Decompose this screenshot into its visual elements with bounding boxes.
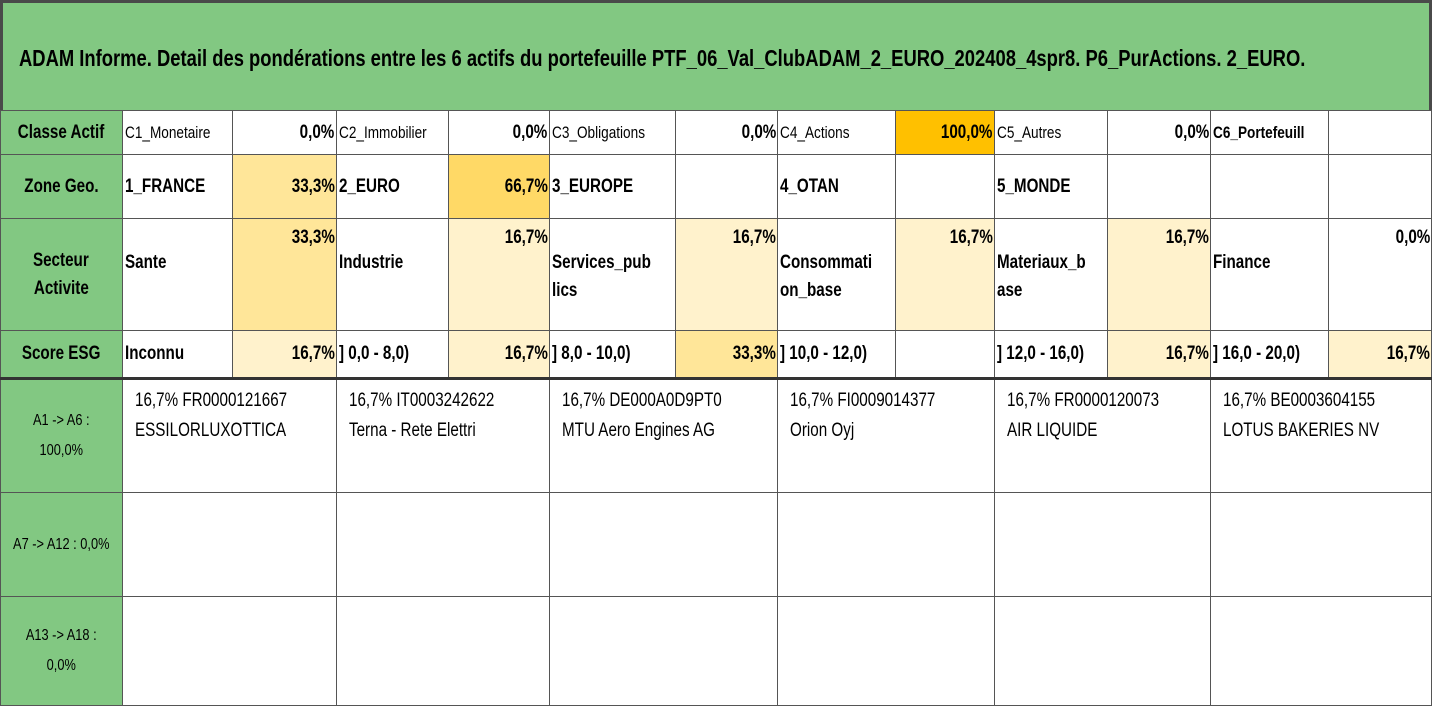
cell-zone-name[interactable]: 5_MONDE bbox=[993, 154, 1109, 219]
label-assets-a7-a12[interactable]: A7 -> A12 : 0,0% bbox=[0, 492, 123, 597]
cell-secteur-name[interactable]: Finance bbox=[1210, 218, 1329, 331]
cell-zone-value[interactable]: 33,3% bbox=[231, 154, 337, 219]
label-assets-a1-a6[interactable]: A1 -> A6 : 100,0% bbox=[0, 378, 123, 493]
cell-secteur-value[interactable]: 0,0% bbox=[1327, 218, 1432, 331]
asset-cell-empty[interactable] bbox=[993, 596, 1212, 706]
asset-cell[interactable]: 16,7% BE0003604155 LOTUS BAKERIES NV bbox=[1210, 378, 1432, 493]
row-secteur-activite: Secteur Activite Sante 33,3% Industrie 1… bbox=[0, 218, 1432, 331]
cell-esg-value[interactable]: 16,7% bbox=[448, 330, 550, 380]
row-classe-actif: Classe Actif C1_Monetaire 0,0% C2_Immobi… bbox=[0, 110, 1432, 155]
label-classe-actif[interactable]: Classe Actif bbox=[0, 110, 123, 155]
asset-cell-empty[interactable] bbox=[335, 492, 550, 597]
cell-secteur-name[interactable]: Industrie bbox=[335, 218, 450, 331]
cell-classe-name[interactable]: C2_Immobilier bbox=[335, 110, 450, 155]
cell-zone-value[interactable] bbox=[895, 154, 995, 219]
cell-secteur-name[interactable]: Services_pub lics bbox=[548, 218, 677, 331]
asset-cell[interactable]: 16,7% FR0000120073 AIR LIQUIDE bbox=[993, 378, 1212, 493]
cell-secteur-value[interactable]: 16,7% bbox=[1107, 218, 1212, 331]
cell-zone-value[interactable]: 66,7% bbox=[448, 154, 550, 219]
cell-secteur-value[interactable]: 16,7% bbox=[895, 218, 995, 331]
cell-secteur-value[interactable]: 33,3% bbox=[231, 218, 337, 331]
cell-classe-value[interactable]: 0,0% bbox=[231, 110, 337, 155]
asset-cell[interactable]: 16,7% FR0000121667 ESSILORLUXOTTICA bbox=[121, 378, 337, 493]
cell-esg-value[interactable]: 16,7% bbox=[231, 330, 337, 380]
cell-secteur-name[interactable]: Consommati on_base bbox=[776, 218, 897, 331]
cell-esg-value[interactable]: 16,7% bbox=[1107, 330, 1212, 380]
cell-esg-name[interactable]: ] 0,0 - 8,0) bbox=[335, 330, 450, 380]
asset-cell[interactable]: 16,7% DE000A0D9PT0 MTU Aero Engines AG bbox=[548, 378, 778, 493]
cell-classe-value[interactable]: 100,0% bbox=[895, 110, 995, 155]
asset-cell-empty[interactable] bbox=[335, 596, 550, 706]
cell-zone-value[interactable] bbox=[1107, 154, 1212, 219]
cell-zone-name[interactable]: 4_OTAN bbox=[776, 154, 897, 219]
cell-zone-name[interactable]: 2_EURO bbox=[335, 154, 450, 219]
cell-esg-name[interactable]: ] 10,0 - 12,0) bbox=[776, 330, 897, 380]
report-title: ADAM Informe. Detail des pondérations en… bbox=[19, 45, 1306, 71]
cell-classe-name[interactable]: C4_Actions bbox=[776, 110, 897, 155]
row-assets-a1-a6: A1 -> A6 : 100,0% 16,7% FR0000121667 ESS… bbox=[0, 378, 1432, 493]
cell-esg-value[interactable] bbox=[895, 330, 995, 380]
cell-secteur-name[interactable]: Materiaux_b ase bbox=[993, 218, 1109, 331]
label-assets-a13-a18[interactable]: A13 -> A18 : 0,0% bbox=[0, 596, 123, 706]
asset-cell-empty[interactable] bbox=[548, 596, 778, 706]
asset-cell-empty[interactable] bbox=[121, 596, 337, 706]
asset-cell-empty[interactable] bbox=[776, 596, 995, 706]
label-score-esg[interactable]: Score ESG bbox=[0, 330, 123, 380]
cell-zone-name[interactable]: 1_FRANCE bbox=[121, 154, 233, 219]
row-zone-geo: Zone Geo. 1_FRANCE 33,3% 2_EURO 66,7% 3_… bbox=[0, 154, 1432, 219]
cell-classe-name[interactable]: C5_Autres bbox=[993, 110, 1109, 155]
row-assets-a13-a18: A13 -> A18 : 0,0% bbox=[0, 596, 1432, 706]
cell-esg-value[interactable]: 33,3% bbox=[675, 330, 778, 380]
cell-esg-value[interactable]: 16,7% bbox=[1327, 330, 1432, 380]
asset-cell-empty[interactable] bbox=[548, 492, 778, 597]
cell-secteur-name[interactable]: Sante bbox=[121, 218, 233, 331]
cell-zone-name[interactable]: 3_EUROPE bbox=[548, 154, 677, 219]
cell-zone-value[interactable] bbox=[1327, 154, 1432, 219]
cell-classe-value[interactable]: 0,0% bbox=[448, 110, 550, 155]
cell-zone-name[interactable] bbox=[1210, 154, 1329, 219]
asset-cell-empty[interactable] bbox=[1210, 492, 1432, 597]
cell-classe-name[interactable]: C3_Obligations bbox=[548, 110, 677, 155]
asset-cell-empty[interactable] bbox=[1210, 596, 1432, 706]
cell-secteur-value[interactable]: 16,7% bbox=[675, 218, 778, 331]
cell-esg-name[interactable]: ] 16,0 - 20,0) bbox=[1210, 330, 1329, 380]
row-assets-a7-a12: A7 -> A12 : 0,0% bbox=[0, 492, 1432, 597]
asset-cell[interactable]: 16,7% IT0003242622 Terna - Rete Elettri bbox=[335, 378, 550, 493]
cell-secteur-value[interactable]: 16,7% bbox=[448, 218, 550, 331]
cell-esg-name[interactable]: ] 12,0 - 16,0) bbox=[993, 330, 1109, 380]
asset-cell-empty[interactable] bbox=[121, 492, 337, 597]
asset-cell[interactable]: 16,7% FI0009014377 Orion Oyj bbox=[776, 378, 995, 493]
cell-esg-name[interactable]: ] 8,0 - 10,0) bbox=[548, 330, 677, 380]
cell-classe-value[interactable]: 0,0% bbox=[675, 110, 778, 155]
cell-esg-name[interactable]: Inconnu bbox=[121, 330, 233, 380]
asset-cell-empty[interactable] bbox=[993, 492, 1212, 597]
cell-classe-value[interactable] bbox=[1327, 110, 1432, 155]
cell-classe-name[interactable]: C1_Monetaire bbox=[121, 110, 233, 155]
asset-cell-empty[interactable] bbox=[776, 492, 995, 597]
report-title-bar: ADAM Informe. Detail des pondérations en… bbox=[0, 0, 1432, 110]
label-secteur-activite[interactable]: Secteur Activite bbox=[0, 218, 123, 331]
cell-zone-value[interactable] bbox=[675, 154, 778, 219]
weights-table: Classe Actif C1_Monetaire 0,0% C2_Immobi… bbox=[0, 110, 1432, 706]
label-zone-geo[interactable]: Zone Geo. bbox=[0, 154, 123, 219]
row-score-esg: Score ESG Inconnu 16,7% ] 0,0 - 8,0) 16,… bbox=[0, 330, 1432, 380]
cell-classe-value[interactable]: 0,0% bbox=[1107, 110, 1212, 155]
cell-classe-name[interactable]: C6_Portefeuill bbox=[1210, 110, 1329, 155]
